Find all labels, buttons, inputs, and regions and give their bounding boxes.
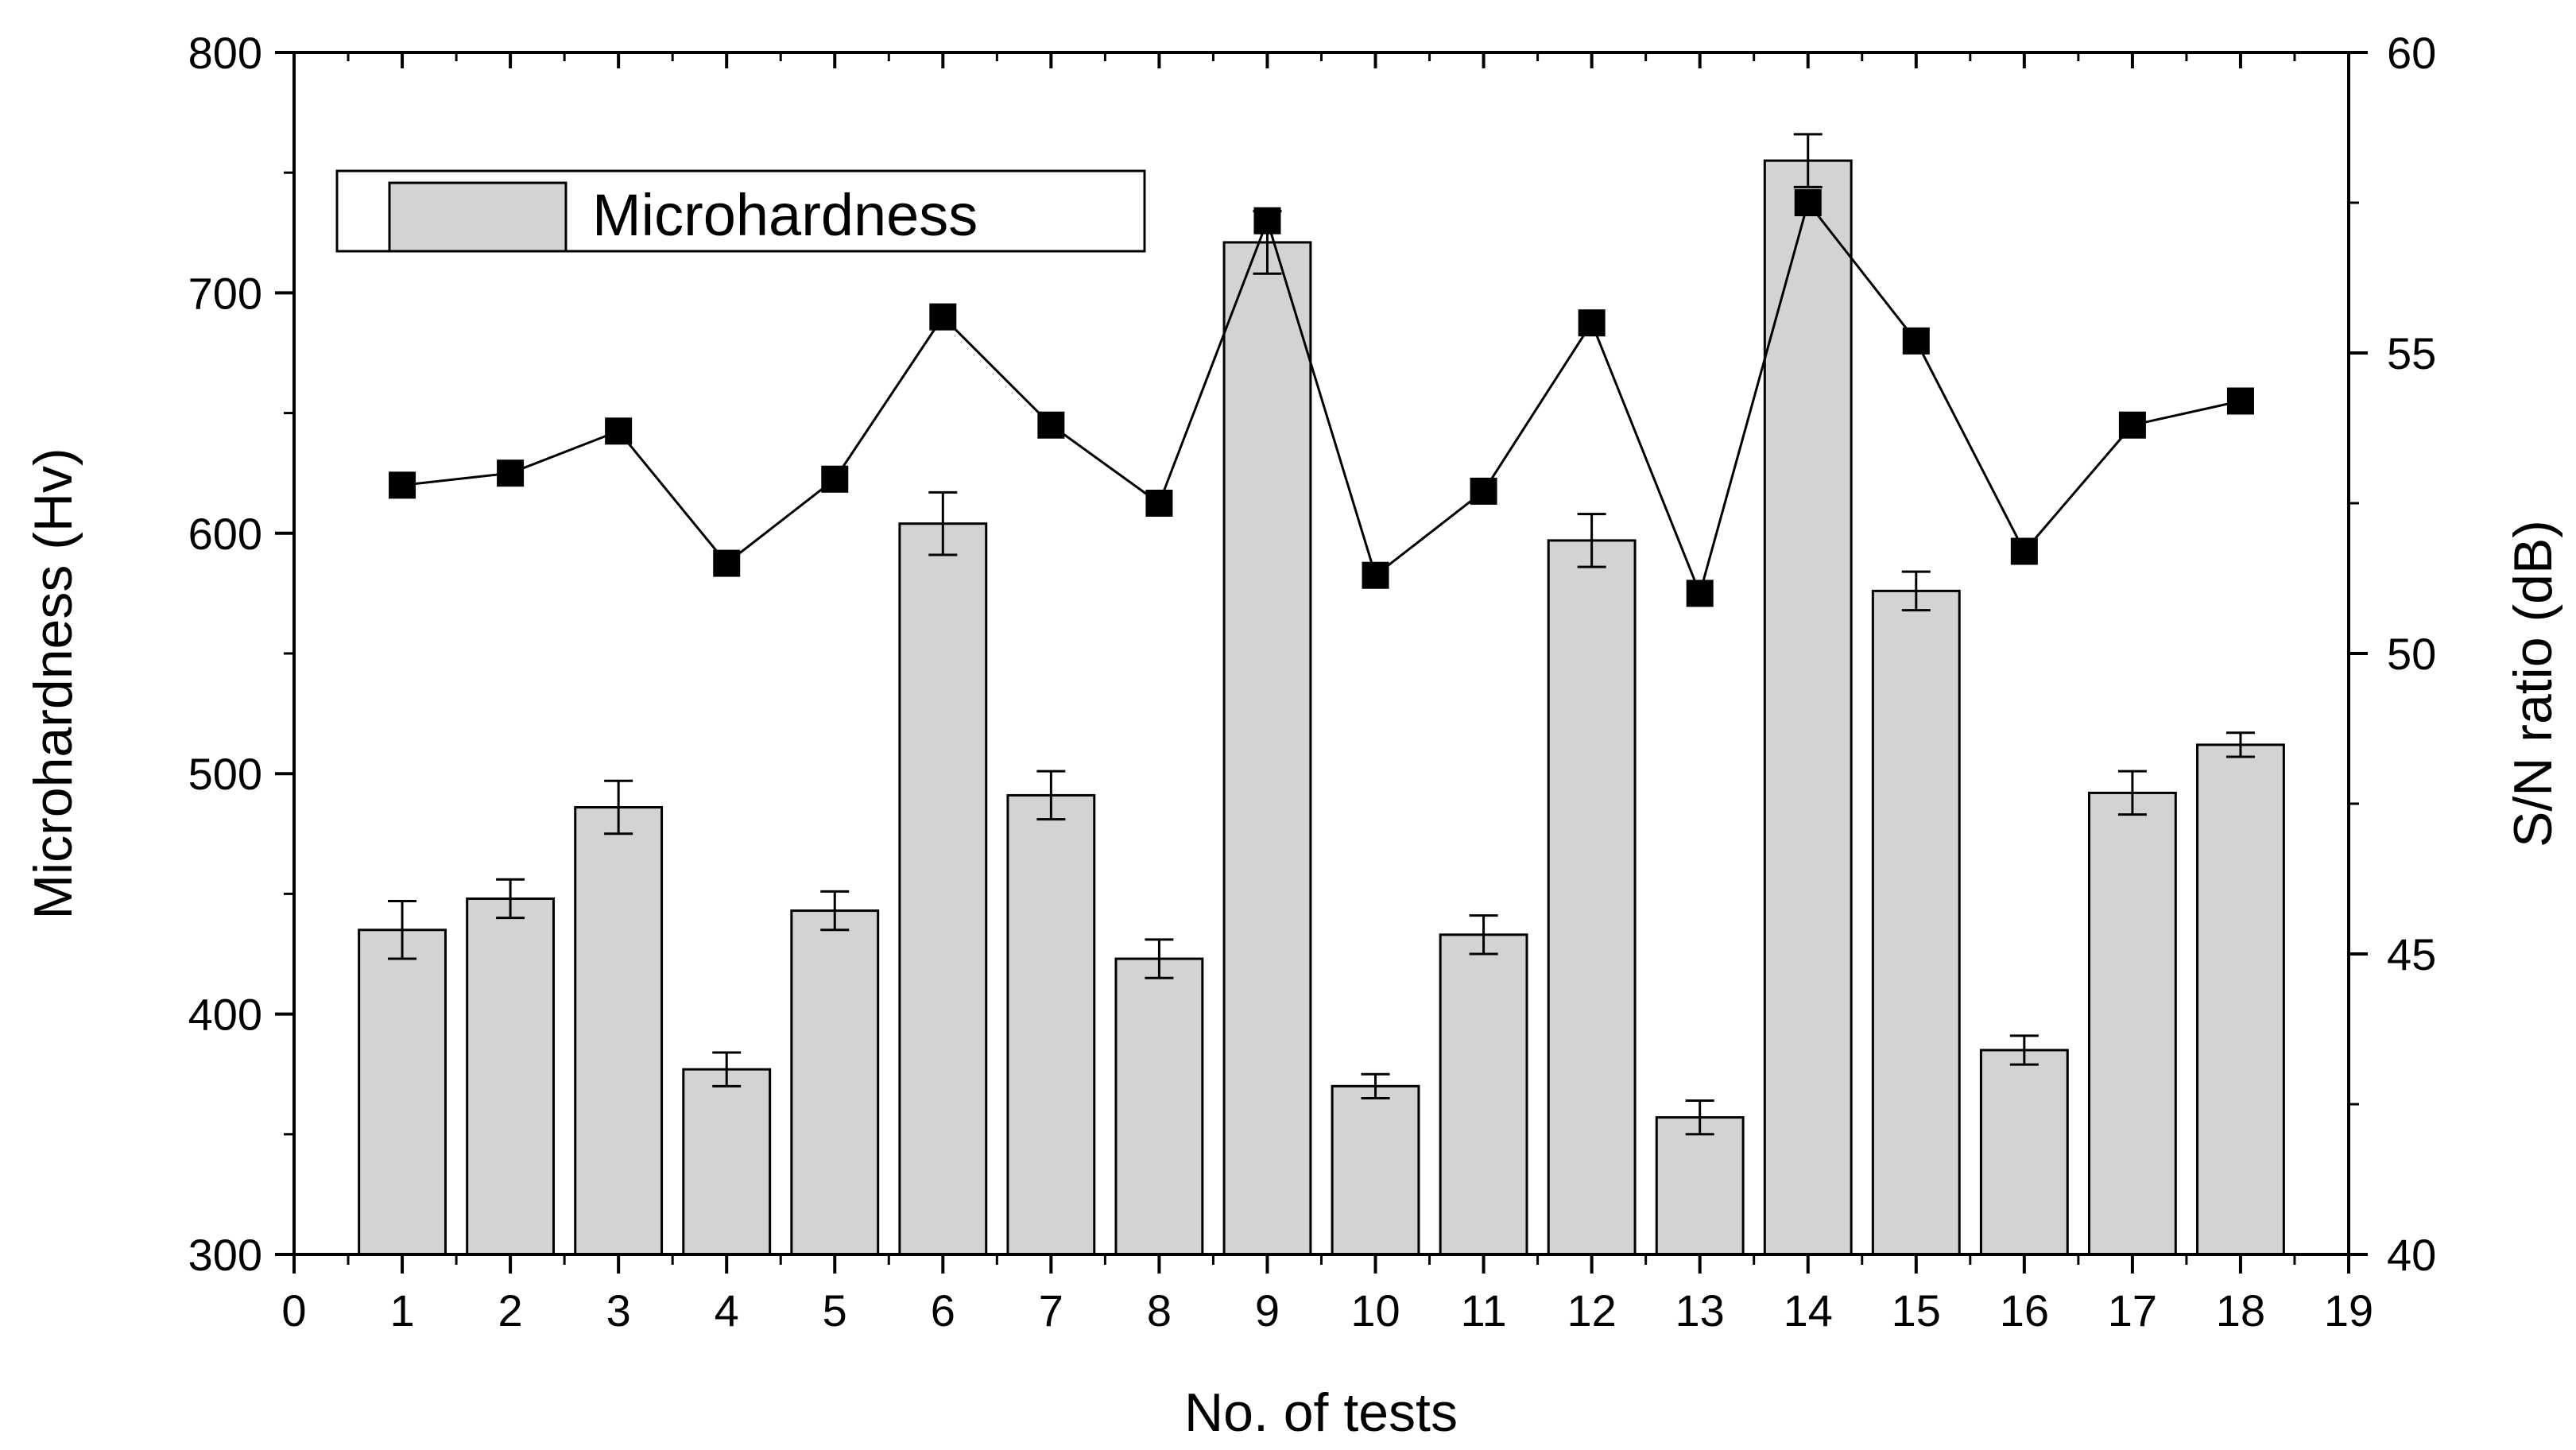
sn-line-segment-6-7 (942, 316, 1052, 426)
sn-line-segment-2-3 (509, 429, 619, 475)
sn-markers-layer (389, 189, 2254, 607)
y-left-tick-label-800: 800 (188, 28, 262, 78)
sn-line-segment-12-13 (1590, 322, 1702, 594)
bar-test-10 (1331, 1084, 1420, 1256)
sn-marker-test-5 (821, 465, 849, 493)
bar-test-4 (682, 1068, 772, 1256)
x-tick-label-14: 14 (1784, 1285, 1833, 1336)
sn-line-segment-13-14 (1699, 202, 1810, 594)
y-left-tick-label-700: 700 (188, 268, 262, 318)
bar-test-2 (466, 897, 556, 1256)
y-left-tick-label-500: 500 (188, 749, 262, 799)
bar-test-14 (1763, 159, 1853, 1256)
sn-marker-test-15 (1902, 327, 1930, 355)
sn-marker-test-6 (929, 303, 957, 331)
bar-test-17 (2087, 791, 2177, 1256)
x-tick-label-0: 0 (281, 1285, 306, 1336)
bar-test-6 (898, 522, 988, 1256)
sn-line-segment-5-6 (834, 316, 944, 480)
y-right-tick-label-45: 45 (2387, 929, 2436, 979)
bar-test-11 (1439, 933, 1528, 1256)
sn-marker-test-3 (605, 417, 633, 445)
bar-test-13 (1655, 1116, 1745, 1256)
bar-test-15 (1871, 589, 1961, 1256)
y-left-tick-label-300: 300 (188, 1230, 262, 1280)
sn-line-segment-16-17 (2023, 424, 2134, 552)
x-tick-label-1: 1 (389, 1285, 414, 1336)
bars-layer (358, 159, 2285, 1256)
x-tick-label-17: 17 (2108, 1285, 2157, 1336)
y-axis-title-left: Microhardness (Hv) (23, 448, 83, 919)
axes-layer: 0 1 2 3 4 5 6 7 8 9 10 11 12 13 14 15 16 17 18 193004005006… (188, 28, 2437, 1336)
x-tick-label-15: 15 (1892, 1285, 1941, 1336)
sn-marker-test-13 (1686, 580, 1714, 607)
sn-marker-test-11 (1470, 477, 1497, 505)
sn-marker-test-18 (2226, 387, 2254, 415)
x-axis-title: No. of tests (1184, 1382, 1458, 1443)
sn-marker-test-1 (389, 471, 416, 499)
x-tick-label-6: 6 (931, 1285, 955, 1336)
sn-marker-test-7 (1037, 411, 1065, 439)
sn-line-segment-15-16 (1915, 340, 2026, 552)
sn-line-segment-17-18 (2132, 400, 2241, 427)
x-tick-label-3: 3 (606, 1285, 631, 1336)
sn-line-segment-14-15 (1807, 202, 1917, 342)
y-right-tick-label-55: 55 (2387, 328, 2436, 378)
y-right-tick-label-60: 60 (2387, 28, 2436, 78)
x-tick-label-18: 18 (2216, 1285, 2265, 1336)
sn-line-segment-9-10 (1266, 220, 1377, 576)
x-tick-label-7: 7 (1039, 1285, 1063, 1336)
x-tick-label-19: 19 (2324, 1285, 2373, 1336)
sn-marker-test-12 (1578, 309, 1606, 337)
y-right-tick-label-50: 50 (2387, 629, 2436, 679)
x-tick-label-10: 10 (1350, 1285, 1400, 1336)
bar-test-1 (358, 929, 447, 1256)
sn-marker-test-16 (2010, 537, 2038, 565)
bar-test-12 (1547, 539, 1637, 1256)
bar-test-3 (574, 806, 664, 1256)
sn-marker-test-9 (1253, 207, 1281, 235)
y-right-tick-label-40: 40 (2387, 1230, 2436, 1280)
bar-test-16 (1979, 1049, 2069, 1256)
y-left-tick-label-600: 600 (188, 509, 262, 559)
legend-label: Microhardness (592, 182, 978, 248)
x-tick-label-13: 13 (1675, 1285, 1725, 1336)
sn-marker-test-14 (1794, 189, 1822, 216)
sn-marker-test-8 (1145, 490, 1173, 517)
sn-line-layer (401, 202, 2241, 594)
x-tick-label-11: 11 (1461, 1285, 1507, 1336)
x-tick-label-8: 8 (1147, 1285, 1172, 1336)
sn-line-segment-10-11 (1374, 490, 1485, 576)
bar-test-9 (1222, 241, 1312, 1256)
x-tick-label-12: 12 (1567, 1285, 1616, 1336)
sn-marker-test-10 (1362, 561, 1389, 589)
x-tick-label-5: 5 (823, 1285, 847, 1336)
sn-line-segment-7-8 (1050, 424, 1160, 505)
legend: Microhardness (335, 169, 1146, 253)
sn-line-segment-8-9 (1158, 220, 1269, 504)
bar-test-5 (790, 909, 880, 1256)
y-left-tick-label-400: 400 (188, 990, 262, 1040)
sn-line-segment-1-2 (401, 471, 511, 487)
legend-swatch (388, 181, 567, 253)
bar-test-18 (2196, 743, 2285, 1256)
sn-line-segment-11-12 (1482, 322, 1593, 492)
x-tick-label-2: 2 (498, 1285, 523, 1336)
sn-line-segment-3-4 (617, 430, 728, 564)
x-tick-label-4: 4 (715, 1285, 739, 1336)
x-tick-label-16: 16 (2000, 1285, 2049, 1336)
error-bars-layer (388, 133, 2255, 1136)
sn-marker-test-4 (713, 549, 741, 577)
y-axis-title-right: S/N ratio (dB) (2503, 520, 2563, 847)
x-tick-label-9: 9 (1255, 1285, 1280, 1336)
sn-marker-test-17 (2118, 411, 2146, 439)
sn-line-segment-4-5 (726, 478, 836, 564)
bar-test-8 (1114, 957, 1204, 1256)
sn-marker-test-2 (497, 459, 525, 487)
bar-test-7 (1006, 793, 1096, 1256)
